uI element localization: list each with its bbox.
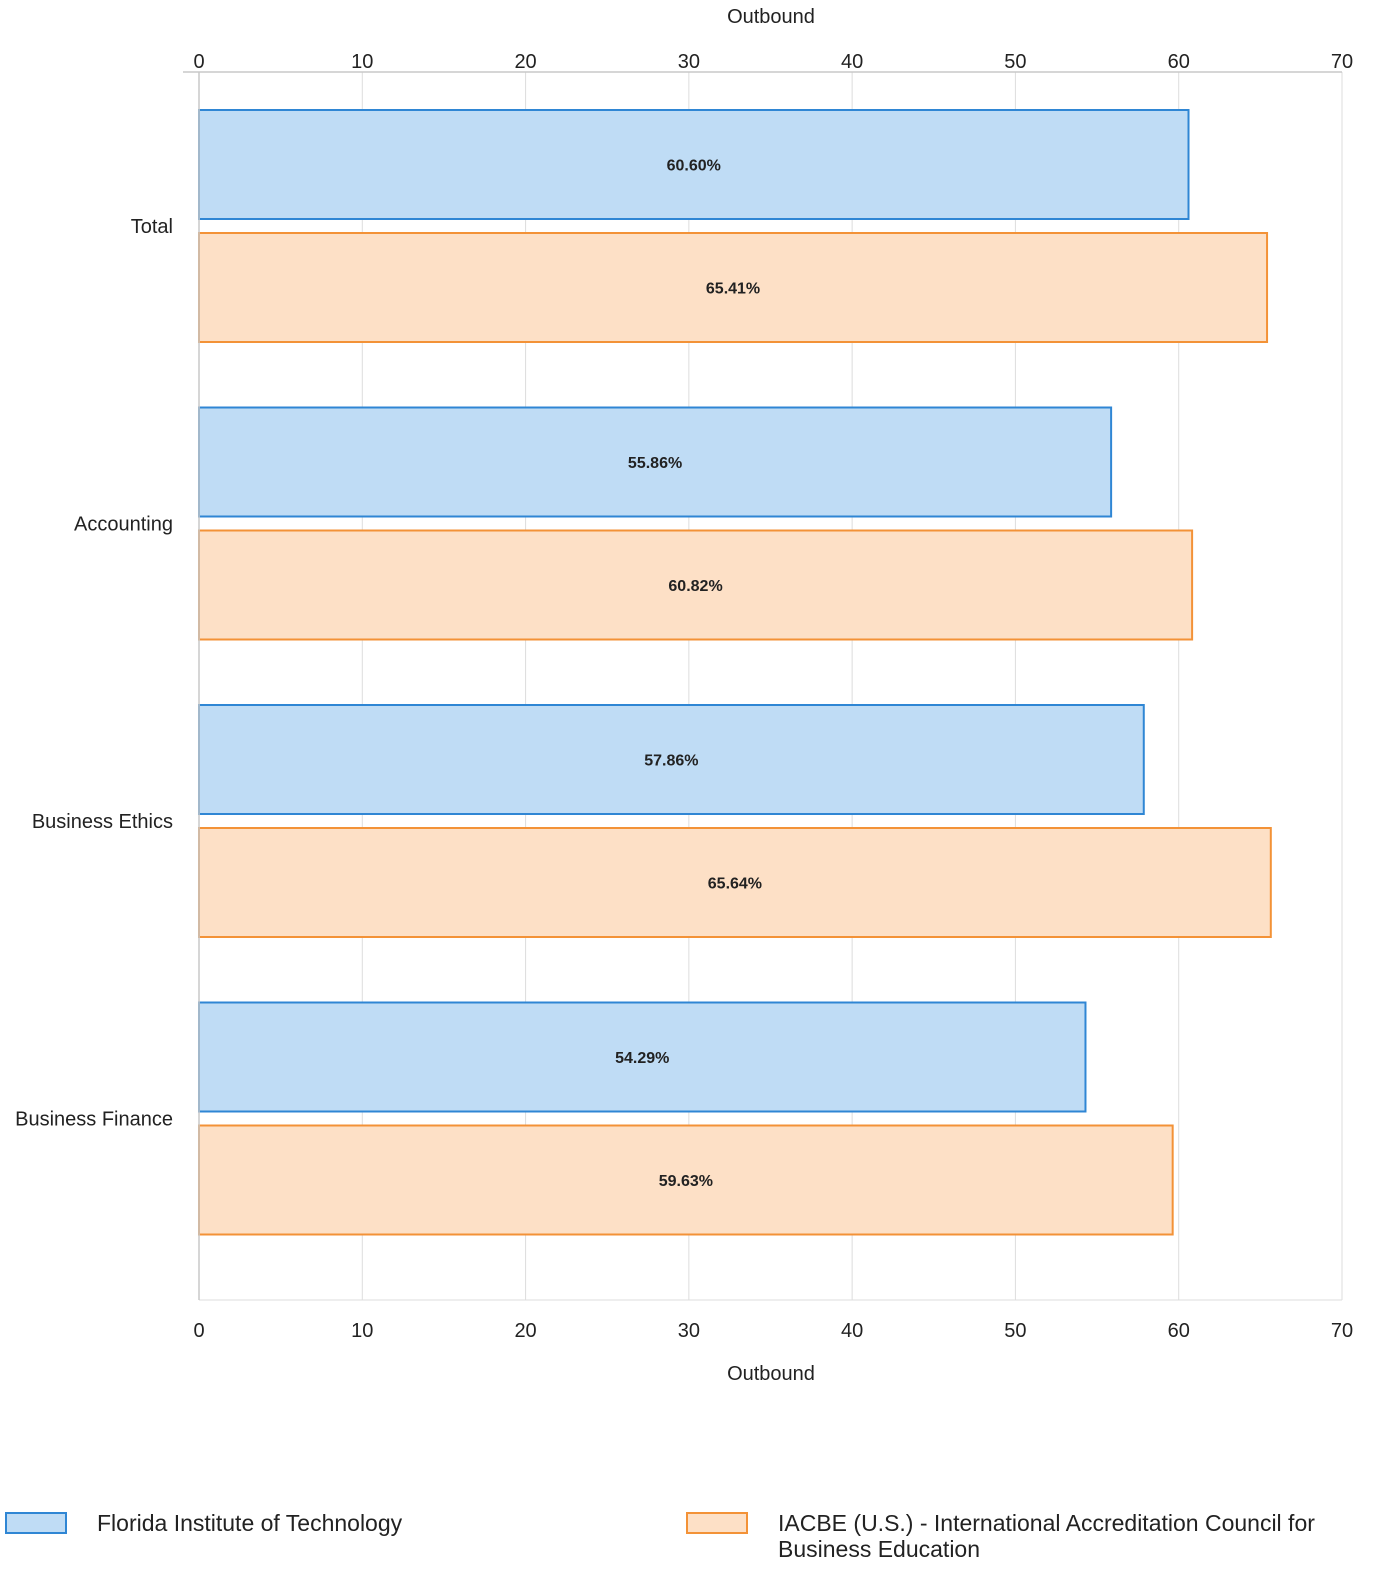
bar-florida-tech: [198, 1001, 1087, 1113]
x-tick-label-top: 70: [1331, 51, 1353, 73]
bar-iacbe: [198, 827, 1272, 938]
legend-item-iacbe[interactable]: IACBE (U.S.) - International Accreditati…: [686, 1510, 1338, 1562]
legend-swatch-iacbe: [686, 1512, 748, 1534]
legend-label-florida-tech: Florida Institute of Technology: [97, 1510, 403, 1536]
x-tick-label-bottom: 30: [678, 1320, 700, 1342]
bars: 60.60% 65.41% 55.86% 60.82% 57.86% 65.64% 54.2…: [198, 109, 1272, 1236]
x-tick-label-bottom: 0: [193, 1320, 204, 1342]
x-tick-label-bottom: 10: [351, 1320, 373, 1342]
axes: 0 0 10 10 20 20 30 30 40 40 50 50 60 60 70 70 Total Accou…: [15, 51, 1353, 1342]
bar-iacbe: [198, 529, 1194, 641]
bar-florida-tech: [198, 704, 1145, 815]
legend-label-iacbe: IACBE (U.S.) - International Accreditati…: [778, 1510, 1315, 1562]
x-tick-label-top: 10: [351, 51, 373, 73]
category-label: Business Finance: [15, 1109, 173, 1131]
legend: Florida Institute of Technology IACBE (U…: [0, 1510, 1376, 1570]
x-tick-label-bottom: 70: [1331, 1320, 1353, 1342]
data-label: 54.29%: [615, 1050, 669, 1067]
x-tick-label-top: 20: [514, 51, 536, 73]
category-label: Business Ethics: [32, 811, 173, 833]
x-tick-label-bottom: 60: [1168, 1320, 1190, 1342]
data-label: 59.63%: [659, 1173, 713, 1190]
data-label: 60.82%: [668, 578, 722, 595]
legend-item-florida-tech[interactable]: Florida Institute of Technology: [5, 1510, 617, 1536]
bar-chart: 60.60% 65.41% 55.86% 60.82% 57.86% 65.64% 54.2…: [15, 6, 1353, 1385]
bar-florida-tech: [198, 406, 1113, 518]
x-tick-label-bottom: 50: [1004, 1320, 1026, 1342]
category-label: Total: [131, 216, 173, 238]
x-tick-label-top: 40: [841, 51, 863, 73]
x-axis-title-bottom: Outbound: [727, 1363, 815, 1385]
bar-iacbe: [198, 1124, 1174, 1236]
x-tick-label-bottom: 20: [514, 1320, 536, 1342]
x-tick-label-bottom: 40: [841, 1320, 863, 1342]
x-axis-title-top: Outbound: [727, 6, 815, 28]
data-label: 65.41%: [706, 281, 760, 298]
x-tick-label-top: 30: [678, 51, 700, 73]
category-label: Accounting: [74, 514, 173, 536]
x-tick-label-top: 60: [1168, 51, 1190, 73]
data-label: 57.86%: [644, 753, 698, 770]
x-tick-label-top: 50: [1004, 51, 1026, 73]
legend-swatch-florida-tech: [5, 1512, 67, 1534]
x-tick-label-top: 0: [193, 51, 204, 73]
data-label: 60.60%: [667, 158, 721, 175]
data-label: 55.86%: [628, 455, 682, 472]
data-label: 65.64%: [708, 876, 762, 893]
bar-iacbe: [198, 232, 1269, 343]
